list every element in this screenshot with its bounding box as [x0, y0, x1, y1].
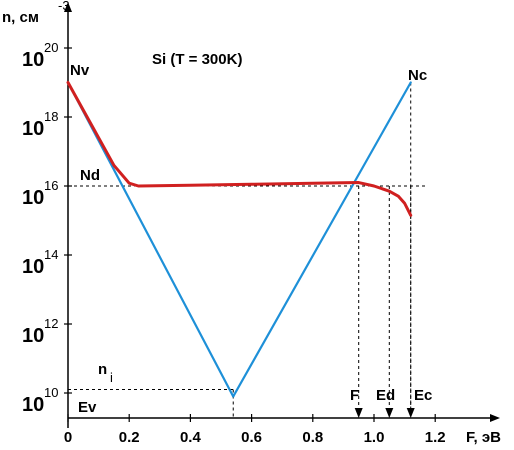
nc-label: Nc: [408, 67, 427, 84]
x-tick-label: 0.4: [180, 429, 202, 446]
y-tick-base: 10: [22, 394, 44, 416]
guide-lines: [68, 82, 428, 418]
y-tick-exponent: 18: [44, 109, 58, 124]
x-axis-arrow: [490, 414, 500, 422]
nv-label: Nv: [70, 62, 90, 79]
y-axis-arrow: [64, 2, 72, 12]
ec-label: Ec: [414, 387, 432, 404]
y-tick-base: 10: [22, 118, 44, 140]
nd-label: Nd: [80, 167, 100, 184]
x-tick-label: 0.8: [302, 429, 323, 446]
x-tick-label: 1.0: [364, 429, 385, 446]
series-group: [66, 81, 413, 398]
f-label: F: [350, 387, 359, 404]
ev-label: Ev: [78, 399, 97, 416]
ni-subscript: i: [110, 370, 113, 385]
chart-title: Si (T = 300K): [152, 51, 242, 68]
y-tick-base: 10: [22, 187, 44, 209]
y-tick-exponent: 14: [44, 247, 58, 262]
y-tick-base: 10: [22, 256, 44, 278]
x-tick-label: 0.2: [119, 429, 140, 446]
x-tick-label: 0.6: [241, 429, 262, 446]
ec-arrow-head: [406, 408, 415, 418]
ni-label: n: [98, 361, 107, 378]
y-tick-base: 10: [22, 49, 44, 71]
ed-label: Ed: [376, 387, 395, 404]
y-tick-exponent: 20: [44, 40, 58, 55]
x-tick-label: 0: [64, 429, 72, 446]
series-line-2: [66, 81, 413, 217]
ed-arrow-head: [385, 408, 394, 418]
y-tick-exponent: 10: [44, 385, 58, 400]
f-arrow-head: [354, 408, 363, 418]
y-tick-exponent: 12: [44, 316, 58, 331]
y-axis-label: n, см: [2, 9, 39, 26]
x-tick-group: 0 0.2 0.4 0.6 0.8 1.0 1.2: [64, 414, 446, 446]
y-tick-exponent: 16: [44, 178, 58, 193]
x-axis-label: F, эВ: [466, 429, 501, 446]
y-tick-base: 10: [22, 325, 44, 347]
y-axis-label-exp: -3: [58, 0, 70, 13]
x-tick-label: 1.2: [425, 429, 446, 446]
series-line-1: [232, 81, 412, 398]
